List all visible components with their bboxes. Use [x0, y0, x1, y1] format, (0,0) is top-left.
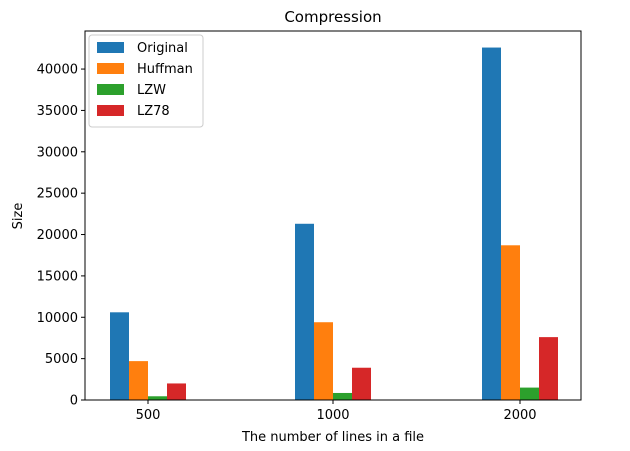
legend-swatch-lz78	[97, 105, 124, 116]
legend: Original Huffman LZW LZ78	[88, 34, 204, 128]
x-tick-label: 1000	[316, 408, 349, 423]
legend-box	[88, 34, 204, 128]
y-tick-label: 35000	[37, 104, 78, 119]
bar-original-500	[110, 312, 129, 400]
bar-huffman-1000	[314, 322, 333, 400]
x-axis: 500 1000 2000	[136, 400, 537, 423]
legend-label-original: Original	[137, 41, 188, 56]
legend-label-lzw: LZW	[137, 83, 166, 98]
legend-items: Original Huffman LZW LZ78	[97, 41, 193, 119]
bar-huffman-2000	[501, 245, 520, 400]
bar-lz78-500	[167, 383, 186, 400]
bars-layer	[110, 47, 558, 400]
bar-original-2000	[482, 47, 501, 400]
bar-lzw-500	[148, 396, 167, 400]
x-tick-label: 500	[136, 408, 161, 423]
y-tick-label: 10000	[37, 311, 78, 326]
legend-swatch-original	[97, 42, 124, 53]
y-tick-label: 15000	[37, 269, 78, 284]
chart-title: Compression	[284, 8, 381, 26]
y-tick-label: 20000	[37, 228, 78, 243]
y-tick-label: 5000	[45, 352, 78, 367]
y-tick-label: 40000	[37, 63, 78, 78]
x-tick-label: 2000	[503, 408, 536, 423]
legend-swatch-lzw	[97, 84, 124, 95]
y-tick-label: 0	[70, 394, 78, 409]
bar-original-1000	[295, 223, 314, 400]
y-tick-label: 25000	[37, 187, 78, 202]
y-tick-label: 30000	[37, 145, 78, 160]
bar-lzw-1000	[333, 392, 352, 400]
bar-lz78-2000	[539, 337, 558, 400]
legend-label-huffman: Huffman	[137, 62, 193, 77]
bar-huffman-500	[129, 361, 148, 400]
legend-label-lz78: LZ78	[137, 104, 170, 119]
x-axis-title: The number of lines in a file	[241, 430, 424, 445]
bar-lzw-2000	[520, 387, 539, 400]
y-axis-title: Size	[11, 203, 26, 230]
y-axis: 0 5000 10000 15000 20000 25000 30000 35000 40000	[37, 63, 85, 409]
bar-lz78-1000	[352, 367, 371, 400]
legend-swatch-huffman	[97, 63, 124, 74]
